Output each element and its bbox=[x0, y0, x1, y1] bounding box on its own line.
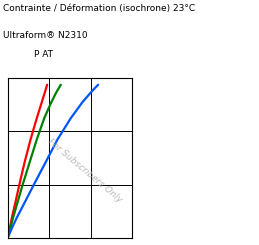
Text: P AT: P AT bbox=[34, 50, 53, 59]
Text: For Subscribers Only: For Subscribers Only bbox=[46, 137, 124, 204]
Text: Ultraform® N2310: Ultraform® N2310 bbox=[3, 31, 87, 40]
Text: Contrainte / Déformation (isochrone) 23°C: Contrainte / Déformation (isochrone) 23°… bbox=[3, 4, 195, 13]
